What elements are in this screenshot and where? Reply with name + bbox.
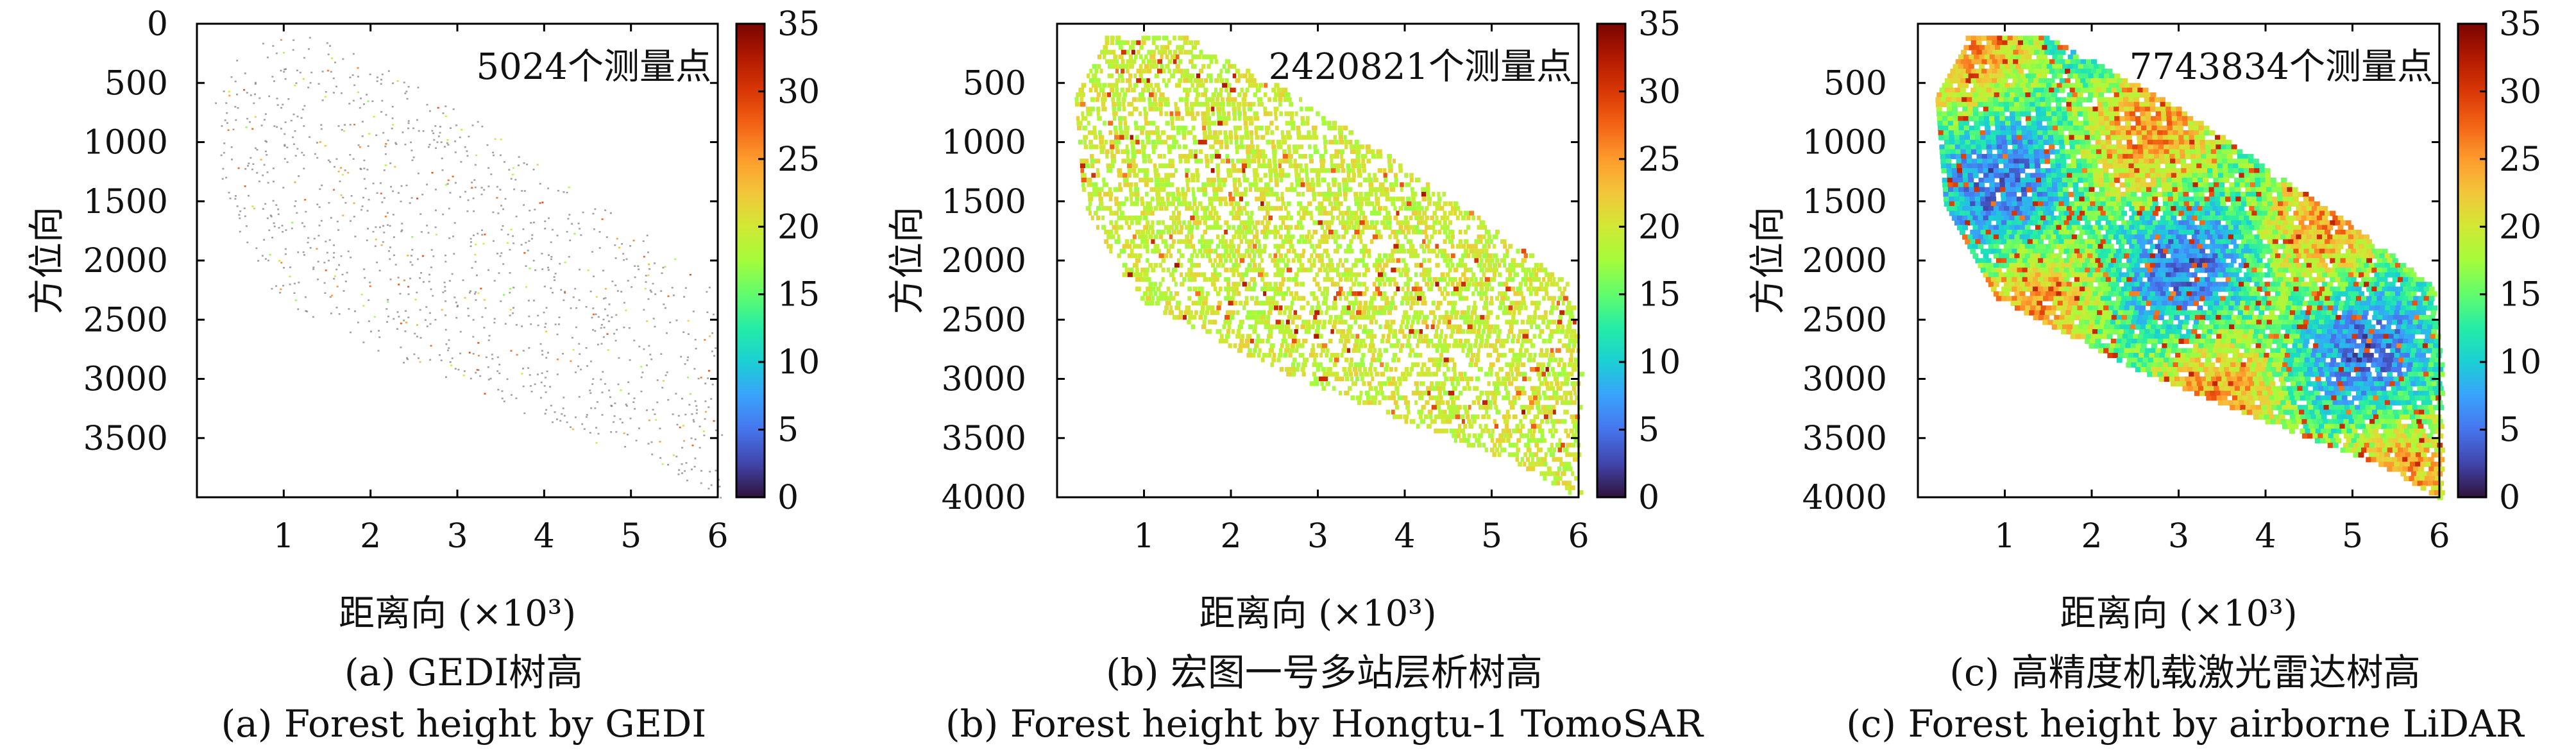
colorbar-tick-label: 0 — [1638, 479, 1659, 517]
height-map-c — [1935, 35, 2445, 500]
chart-panel-b: 2420821个测量点 1 2 3 4 5 6 500 1000 1500 2000 2500 3000… — [886, 5, 1704, 746]
x-tick-label: 1 — [1994, 517, 2015, 556]
height-map-a — [215, 37, 724, 499]
x-tick-label: 4 — [2255, 517, 2276, 556]
colorbar-tick-label: 0 — [2499, 479, 2520, 517]
colorbar-tick-label: 30 — [1638, 73, 1681, 111]
colorbar-tick-label: 25 — [1638, 141, 1681, 179]
y-axis-title: 方位向 — [1747, 207, 1789, 314]
x-tick-label: 5 — [620, 517, 641, 556]
y-tick-label: 2500 — [942, 301, 1026, 339]
y-tick-label: 1500 — [1802, 183, 1887, 221]
colorbar-tick-label: 35 — [2499, 5, 2541, 44]
caption-en: (a) Forest height by GEDI — [221, 702, 707, 746]
y-tick-label: 4000 — [942, 479, 1026, 517]
y-tick-label: 3500 — [1802, 420, 1887, 458]
x-tick-label: 5 — [1481, 517, 1502, 556]
y-tick-label: 500 — [105, 64, 168, 103]
y-tick-label: 2000 — [1802, 242, 1887, 280]
y-tick-label: 2500 — [1802, 301, 1887, 339]
y-tick-label: 1000 — [942, 124, 1026, 162]
colorbar-tick-label: 5 — [777, 411, 799, 450]
y-tick-label: 1000 — [1802, 124, 1887, 162]
colorbar-tick-label: 25 — [2499, 141, 2541, 179]
x-tick-label: 2 — [360, 517, 381, 556]
y-tick-label: 1000 — [83, 124, 168, 162]
x-axis-title: 距离向 (×10³) — [339, 593, 576, 635]
y-tick-label: 3500 — [942, 420, 1026, 458]
point-count-label: 2420821个测量点 — [1269, 46, 1572, 88]
chart-panel-c: 7743834个测量点 1 2 3 4 5 6 500 1000 1500 2000 2500 3000… — [1747, 5, 2541, 746]
colorbar-tick-label: 15 — [777, 276, 820, 314]
colorbar-tick-label: 10 — [777, 343, 820, 382]
y-tick-label: 1500 — [83, 183, 168, 221]
colorbar-tick-label: 20 — [777, 208, 820, 246]
x-tick-label: 4 — [534, 517, 555, 556]
y-tick-label: 500 — [1824, 64, 1887, 103]
y-tick-label: 2000 — [942, 242, 1026, 280]
colorbar-tick-label: 10 — [2499, 343, 2541, 382]
caption-cn: (c) 高精度机载激光雷达树高 — [1949, 651, 2420, 694]
x-tick-label: 6 — [707, 517, 728, 556]
x-tick-label: 6 — [1568, 517, 1589, 556]
colorbar-tick-label: 25 — [777, 141, 820, 179]
y-tick-label: 4000 — [1802, 479, 1887, 517]
x-tick-label: 2 — [1220, 517, 1241, 556]
colorbar-tick-label: 5 — [2499, 411, 2520, 450]
colorbar — [2457, 22, 2487, 499]
y-axis-title: 方位向 — [26, 207, 68, 314]
y-tick-label: 2000 — [83, 242, 168, 280]
x-tick-label: 5 — [2342, 517, 2363, 556]
colorbar — [1596, 22, 1627, 499]
x-tick-label: 1 — [1133, 517, 1155, 556]
colorbar-tick-label: 15 — [1638, 276, 1681, 314]
y-tick-label: 500 — [963, 64, 1026, 103]
point-count-label: 7743834个测量点 — [2130, 46, 2433, 88]
colorbar-tick-label: 30 — [777, 73, 820, 111]
colorbar-tick-label: 20 — [1638, 208, 1681, 246]
x-tick-label: 1 — [273, 517, 294, 556]
chart-panel-a: 5024个测量点 1 2 3 4 5 6 0 500 1000 1500 2000 2500 3000 35… — [26, 5, 820, 746]
plot-area — [197, 24, 718, 497]
x-tick-label: 4 — [1394, 517, 1415, 556]
x-tick-label: 3 — [2168, 517, 2189, 556]
point-count-label: 5024个测量点 — [476, 46, 711, 88]
colorbar-tick-label: 35 — [1638, 5, 1681, 44]
y-tick-label: 1500 — [942, 183, 1026, 221]
x-tick-label: 3 — [1307, 517, 1328, 556]
y-tick-label: 0 — [147, 5, 168, 44]
x-axis-title: 距离向 (×10³) — [2060, 593, 2297, 635]
y-axis-title: 方位向 — [886, 207, 928, 314]
caption-en: (c) Forest height by airborne LiDAR — [1846, 702, 2525, 746]
x-tick-label: 2 — [2081, 517, 2102, 556]
y-tick-label: 3000 — [1802, 361, 1887, 399]
x-tick-label: 6 — [2428, 517, 2450, 556]
colorbar-tick-label: 20 — [2499, 208, 2541, 246]
x-axis-title: 距离向 (×10³) — [1199, 593, 1436, 635]
colorbar-tick-label: 5 — [1638, 411, 1659, 450]
colorbar-tick-label: 0 — [777, 479, 799, 517]
colorbar — [735, 22, 766, 499]
y-tick-label: 3000 — [942, 361, 1026, 399]
colorbar-tick-label: 15 — [2499, 276, 2541, 314]
colorbar-tick-label: 30 — [2499, 73, 2541, 111]
y-tick-label: 2500 — [83, 301, 168, 339]
height-map-b — [1074, 35, 1585, 495]
y-tick-label: 3000 — [83, 361, 168, 399]
caption-cn: (b) 宏图一号多站层析树高 — [1106, 651, 1543, 694]
colorbar-tick-label: 10 — [1638, 343, 1681, 382]
caption-cn: (a) GEDI树高 — [344, 651, 583, 694]
x-tick-label: 3 — [446, 517, 468, 556]
y-tick-label: 3500 — [83, 420, 168, 458]
colorbar-tick-label: 35 — [777, 5, 820, 44]
caption-en: (b) Forest height by Hongtu-1 TomoSAR — [945, 702, 1704, 746]
